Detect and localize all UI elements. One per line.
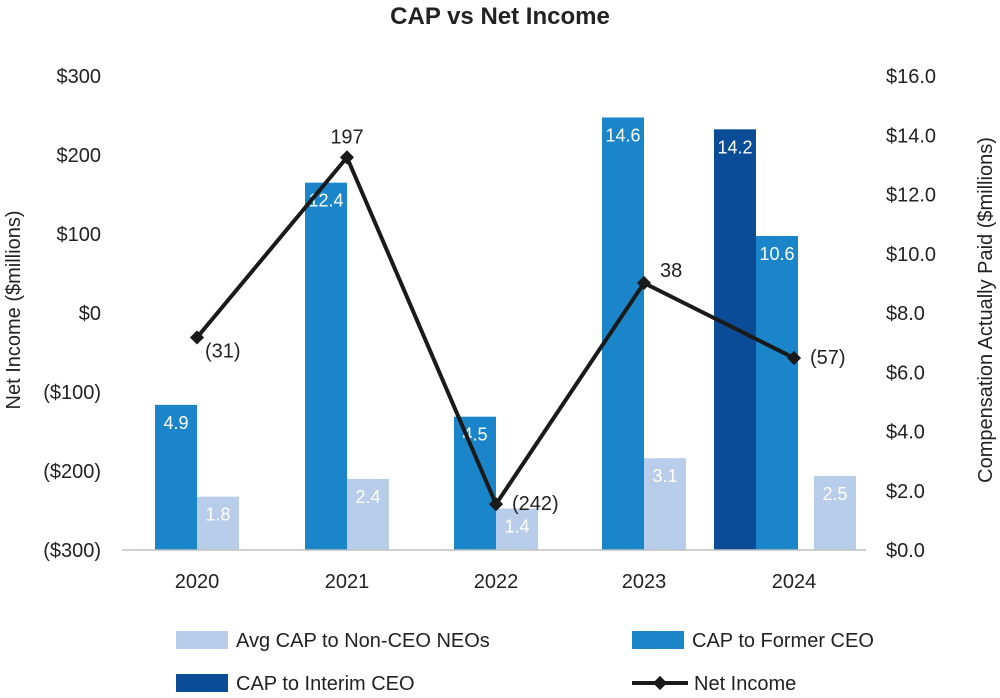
left-tick-label: ($100) [43,382,101,404]
net-income-data-label: (242) [512,493,559,515]
left-tick-label: ($200) [43,461,101,483]
net-income-data-label: 38 [660,260,682,282]
right-tick-label: $12.0 [886,185,936,207]
bar-data-label: 1.4 [504,517,529,537]
bar-cap-to-former-ceo [155,404,197,550]
bar-avg-cap-non-ceo-neos [197,496,239,550]
left-tick-label: ($300) [43,540,101,562]
x-tick-label: 2022 [474,571,519,593]
chart-title: CAP vs Net Income [390,3,610,30]
right-axis-label: Compensation Actually Paid ($millions) [975,137,997,483]
net-income-data-label: (31) [205,340,241,362]
x-tick-label: 2020 [175,571,220,593]
bar-avg-cap-non-ceo-neos [496,508,538,550]
net-income-marker [636,275,652,291]
net-income-data-label: 197 [330,126,363,148]
bar-data-label: 2.5 [822,484,847,504]
legend-label: CAP to Interim CEO [236,673,415,695]
net-income-line-group: (31) 197 (242) 38 (57) [189,126,846,515]
bar-data-label: 2.4 [355,487,380,507]
right-axis-ticks: $16.0 $14.0 $12.0 $10.0 $8.0 $6.0 $4.0 $2.0 $0.0 [886,66,936,562]
legend: Avg CAP to Non-CEO NEOs CAP to Former CEO… [176,630,874,695]
bar-cap-to-former-ceo [305,182,347,550]
x-axis-ticks: 2020 2021 2022 2023 2024 [175,571,817,593]
bar-data-label: 10.6 [759,244,794,264]
left-axis-ticks: $300 $200 $100 $0 ($100) ($200) ($300) [43,66,101,562]
net-income-marker [189,330,205,345]
bar-data-label: 14.2 [717,137,752,157]
bars-group: 4.91.812.42.44.51.414.63.114.210.62.5 [155,117,856,550]
bar-cap-to-former-ceo [756,235,798,550]
right-tick-label: $10.0 [886,244,936,266]
net-income-marker [488,497,504,512]
right-tick-label: $6.0 [886,362,925,384]
right-tick-label: $2.0 [886,481,925,503]
bar-data-label: 4.9 [163,413,188,433]
left-tick-label: $200 [57,145,102,167]
legend-swatch [176,631,228,649]
legend-label: Net Income [694,673,796,695]
bar-avg-cap-non-ceo-neos [347,478,389,550]
bar-cap-to-interim-ceo [714,129,756,550]
x-tick-label: 2021 [325,571,370,593]
bar-data-label: 12.4 [308,191,343,211]
right-tick-label: $16.0 [886,66,936,88]
legend-swatch [176,674,228,692]
x-tick-label: 2023 [622,571,667,593]
left-tick-label: $300 [57,66,102,88]
legend-label: CAP to Former CEO [692,630,874,652]
legend-label: Avg CAP to Non-CEO NEOs [236,630,490,652]
legend-swatch [632,631,684,649]
right-tick-label: $8.0 [886,303,925,325]
right-tick-label: $4.0 [886,422,925,444]
x-tick-label: 2024 [772,571,817,593]
bar-data-label: 14.6 [605,125,640,145]
bar-avg-cap-non-ceo-neos [644,458,686,550]
net-income-data-label: (57) [810,347,846,369]
right-tick-label: $0.0 [886,540,925,562]
left-tick-label: $0 [79,303,101,325]
bar-data-label: 1.8 [205,505,230,525]
left-axis-label: Net Income ($millions) [3,211,25,410]
bar-avg-cap-non-ceo-neos [814,475,856,550]
bar-data-label: 3.1 [652,466,677,486]
right-tick-label: $14.0 [886,125,936,147]
net-income-marker [786,350,802,366]
left-tick-label: $100 [57,224,102,246]
legend-swatch-marker [652,675,668,691]
net-income-marker [339,150,355,165]
